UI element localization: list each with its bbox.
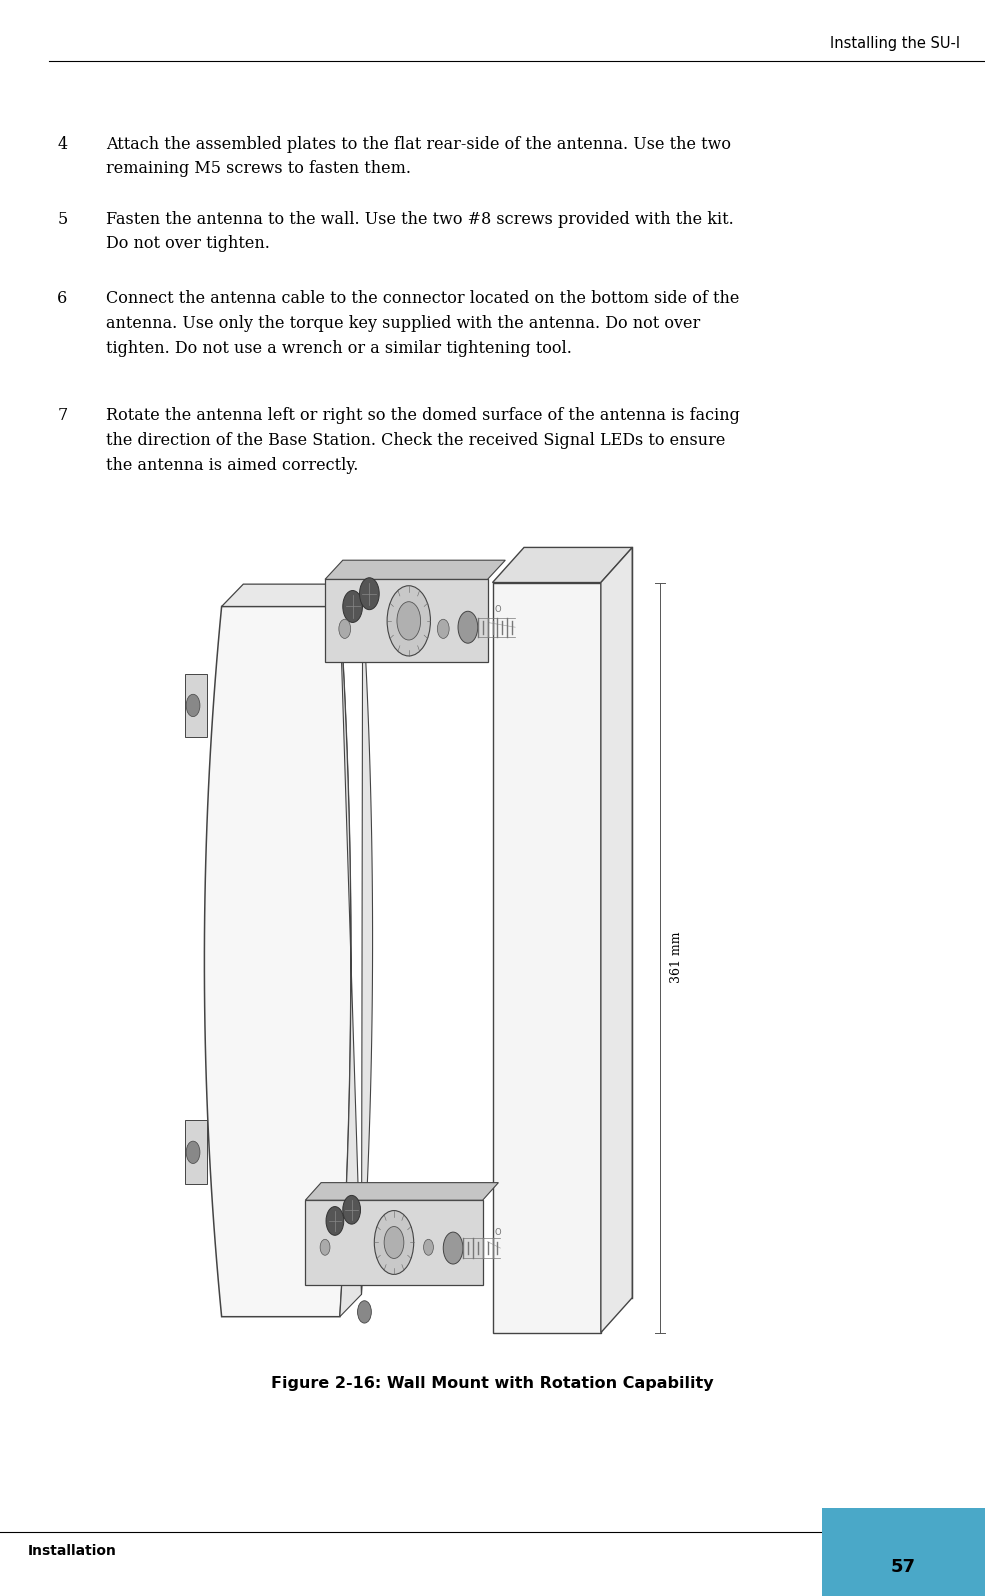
Polygon shape <box>340 602 372 1317</box>
Circle shape <box>186 1141 200 1163</box>
FancyBboxPatch shape <box>185 674 207 737</box>
Circle shape <box>374 1210 414 1274</box>
Polygon shape <box>822 1532 985 1596</box>
Polygon shape <box>822 1508 985 1532</box>
Circle shape <box>360 578 379 610</box>
Circle shape <box>343 1195 361 1224</box>
Circle shape <box>384 1226 404 1258</box>
Polygon shape <box>205 606 351 1317</box>
Text: Installation: Installation <box>28 1545 116 1558</box>
Text: O: O <box>494 1227 500 1237</box>
Text: O: O <box>494 605 500 614</box>
Circle shape <box>424 1238 433 1254</box>
Circle shape <box>339 619 351 638</box>
FancyBboxPatch shape <box>305 1200 483 1285</box>
Text: 5: 5 <box>57 211 67 228</box>
Text: Figure 2-16: Wall Mount with Rotation Capability: Figure 2-16: Wall Mount with Rotation Ca… <box>271 1376 714 1392</box>
Circle shape <box>343 591 362 622</box>
Text: 361 mm: 361 mm <box>670 932 683 983</box>
Text: 7: 7 <box>57 407 67 425</box>
Text: 4: 4 <box>57 136 67 153</box>
Text: 6: 6 <box>57 290 67 308</box>
Circle shape <box>326 1207 344 1235</box>
FancyBboxPatch shape <box>325 579 488 662</box>
Text: Installing the SU-I: Installing the SU-I <box>830 37 960 51</box>
Polygon shape <box>325 560 505 579</box>
Text: Attach the assembled plates to the flat rear-side of the antenna. Use the two
re: Attach the assembled plates to the flat … <box>106 136 732 177</box>
Circle shape <box>443 1232 463 1264</box>
Circle shape <box>358 1301 371 1323</box>
Polygon shape <box>492 547 632 583</box>
Circle shape <box>320 1238 330 1254</box>
Polygon shape <box>601 547 632 1333</box>
Circle shape <box>397 602 421 640</box>
Text: Fasten the antenna to the wall. Use the two #8 screws provided with the kit.
Do : Fasten the antenna to the wall. Use the … <box>106 211 734 252</box>
Circle shape <box>437 619 449 638</box>
Text: 57: 57 <box>890 1558 916 1577</box>
Polygon shape <box>222 584 361 606</box>
Polygon shape <box>305 1183 498 1200</box>
FancyBboxPatch shape <box>185 1120 207 1184</box>
Polygon shape <box>492 583 601 1333</box>
Circle shape <box>186 694 200 717</box>
Text: Rotate the antenna left or right so the domed surface of the antenna is facing
t: Rotate the antenna left or right so the … <box>106 407 741 474</box>
Circle shape <box>387 586 430 656</box>
Text: Connect the antenna cable to the connector located on the bottom side of the
ant: Connect the antenna cable to the connect… <box>106 290 740 358</box>
Circle shape <box>458 611 478 643</box>
